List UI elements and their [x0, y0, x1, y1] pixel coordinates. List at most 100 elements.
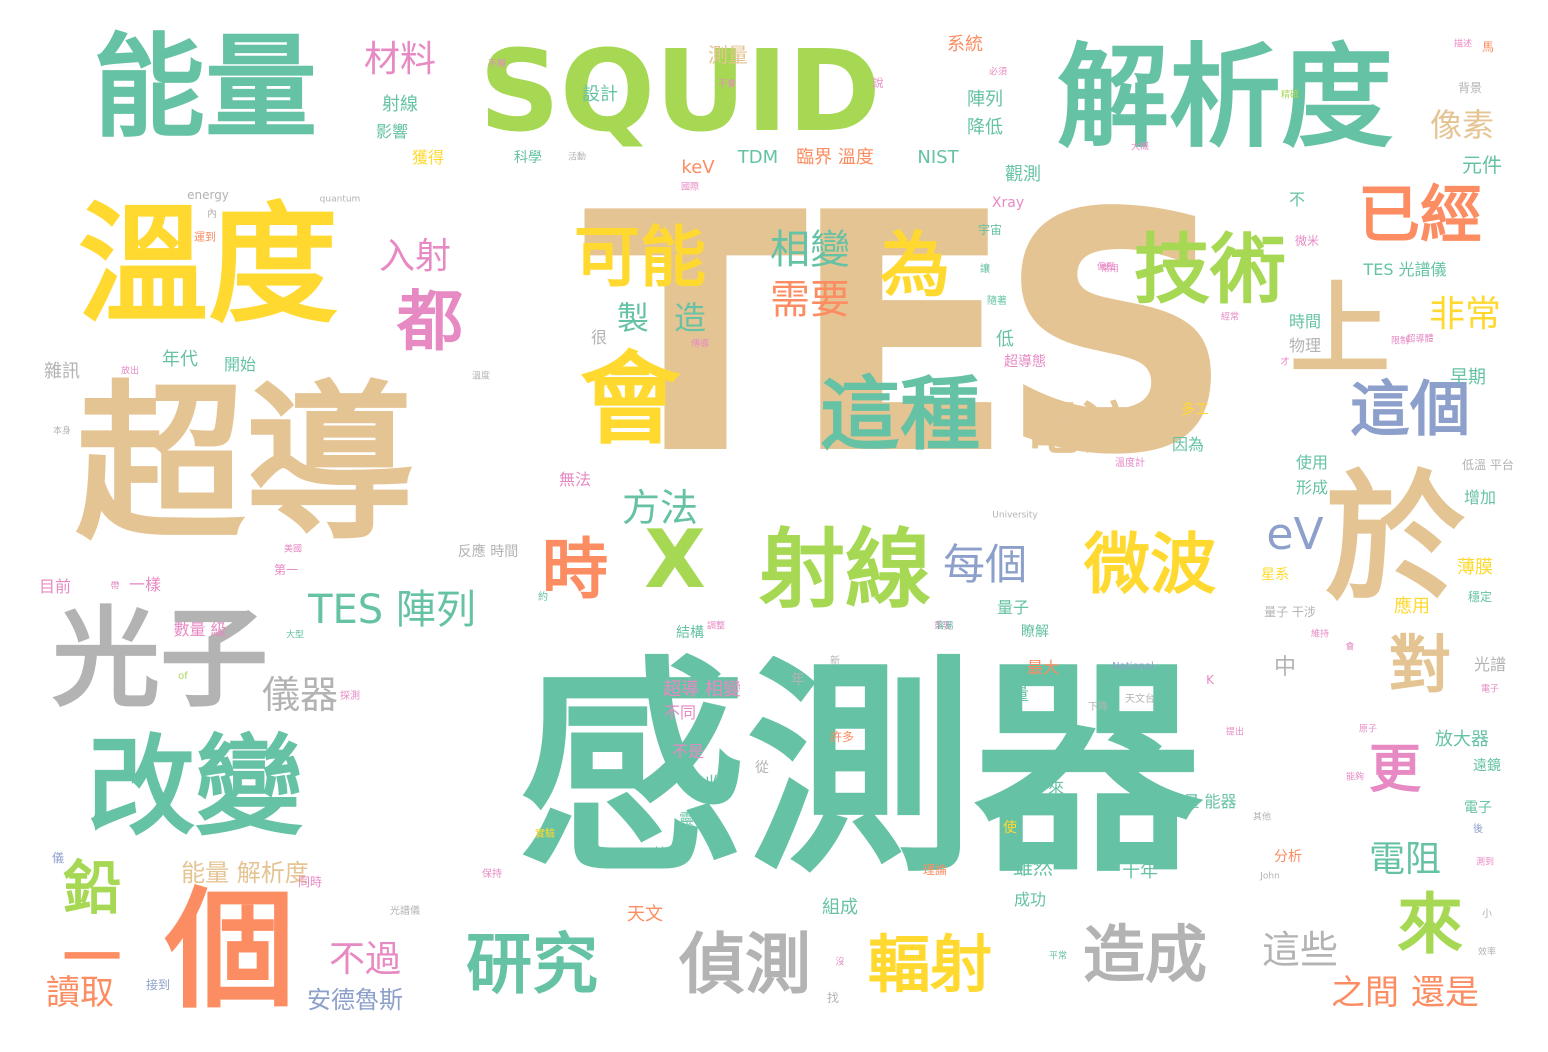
word: 運到: [194, 230, 216, 244]
word: eV: [1266, 509, 1324, 560]
word: 約: [538, 592, 548, 603]
word: 獲得: [411, 148, 445, 167]
word: NIST: [917, 147, 959, 168]
word: 放出: [120, 366, 140, 377]
word: 高: [1011, 711, 1029, 732]
word: 這種: [820, 368, 980, 461]
word: X: [644, 513, 706, 606]
word: 組成: [822, 897, 858, 918]
word: 量 能器: [1183, 792, 1237, 811]
word: 輻射: [867, 928, 993, 1001]
word: 鉛: [62, 854, 122, 922]
word: 成功: [1013, 890, 1047, 909]
word: 這個: [1350, 375, 1470, 445]
word: 降低: [967, 117, 1003, 138]
word: 超導 相變: [663, 679, 741, 700]
word: 目前: [38, 577, 72, 596]
word: 使: [1003, 820, 1017, 836]
word: John: [1260, 871, 1280, 882]
word: 製: [616, 299, 650, 337]
word: 個: [164, 874, 296, 1026]
word: 能量: [93, 23, 317, 153]
word: 天文: [627, 904, 663, 925]
word: 隨著: [987, 296, 1007, 307]
word: 大概: [1130, 142, 1150, 153]
word: 一: [62, 924, 122, 992]
word: 限制: [1390, 336, 1410, 347]
word: 光譜: [1473, 655, 1507, 674]
word: 造成: [1082, 918, 1208, 991]
word: of: [178, 671, 188, 682]
word: 微米: [1294, 234, 1320, 248]
word: 這些: [1261, 928, 1339, 972]
word: 應用: [1394, 596, 1430, 617]
word: 元件: [1462, 153, 1502, 177]
word: 時: [542, 531, 608, 608]
word: 沒: [835, 957, 845, 968]
word: 調整: [706, 621, 726, 632]
word: 分析: [1274, 849, 1302, 865]
word: Xray: [991, 195, 1025, 211]
word: 結構: [676, 625, 704, 641]
word: 電子: [1480, 684, 1500, 695]
word: 其他: [1252, 812, 1272, 823]
word: 超導態: [1004, 354, 1046, 370]
word: 電子: [1464, 800, 1492, 816]
word: 無法: [558, 470, 592, 489]
word: 更: [1368, 740, 1422, 800]
word: 不過: [328, 939, 402, 980]
word: 安德魯斯: [307, 986, 403, 1014]
word: 才: [1280, 357, 1290, 368]
word: 遠鏡: [1473, 758, 1501, 774]
word: 影響: [375, 122, 409, 141]
word: 後: [1473, 824, 1483, 835]
word: 測量: [708, 43, 748, 67]
word: TES: [582, 143, 1235, 527]
word: quantum: [319, 194, 361, 205]
word: 同時: [297, 875, 323, 889]
word: 不: [1288, 190, 1306, 209]
word: 還是: [1411, 973, 1479, 1013]
word: 臨界 溫度: [796, 147, 874, 168]
word: 系統: [947, 34, 983, 55]
word: 提出: [1225, 727, 1245, 738]
word: TES 陣列: [308, 587, 476, 633]
word: 美國: [283, 544, 303, 555]
word: 背景: [1457, 81, 1483, 95]
word: 研究: [466, 926, 598, 1003]
word: 方法: [621, 486, 699, 530]
word: 活動: [567, 152, 587, 163]
word: 容易: [935, 621, 955, 632]
word: 需要: [770, 277, 850, 323]
word: 電阻: [1368, 839, 1442, 880]
word: 造: [673, 299, 707, 337]
word: 入射: [378, 236, 452, 277]
word: 馬: [1481, 40, 1495, 54]
word: 讀取: [46, 973, 114, 1013]
word: 小: [1482, 909, 1492, 920]
word: 溫度計: [1115, 458, 1145, 469]
word: SQUID: [479, 27, 881, 157]
word: 低: [996, 329, 1014, 350]
word: 使用: [1295, 453, 1329, 472]
word: 維持: [1310, 629, 1330, 640]
word: 低溫 平台: [1462, 458, 1514, 472]
word: 必須: [988, 67, 1008, 78]
word: 從: [755, 760, 769, 776]
word: 微波: [1084, 526, 1216, 603]
word: 傳導: [690, 339, 710, 350]
word: 光子: [51, 597, 269, 722]
word: 不勝: [487, 59, 507, 70]
word: TDM: [737, 147, 779, 168]
word: 偏壓: [1096, 262, 1116, 273]
word: 每個: [942, 540, 1028, 589]
word: 薄膜: [1457, 557, 1493, 578]
word: 穩定: [1467, 590, 1493, 604]
word: 宇宙: [977, 223, 1003, 237]
word: 探測: [340, 691, 360, 702]
word: 會: [1345, 642, 1355, 653]
word: 年代: [162, 349, 198, 370]
word: 都: [397, 283, 463, 360]
word: 一來: [1031, 778, 1065, 797]
word: 重要: [933, 621, 953, 632]
